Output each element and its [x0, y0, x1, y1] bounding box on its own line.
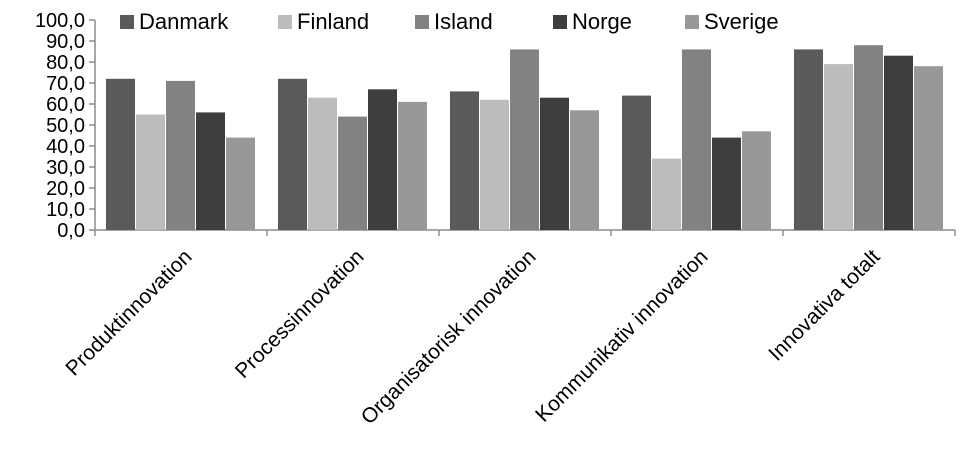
y-tick-label: 20,0	[46, 178, 85, 200]
y-tick-label: 70,0	[46, 73, 85, 95]
legend-swatch-norge	[553, 15, 567, 29]
x-axis: Produktinnovation ProcessinnovationOrgani…	[61, 229, 956, 429]
bar-island-2	[510, 49, 539, 231]
y-tick-label: 100,0	[35, 10, 85, 32]
bar-danmark-2	[450, 91, 479, 231]
bar-norge-3	[712, 137, 741, 230]
y-tick-label: 80,0	[46, 52, 85, 74]
bar-danmark-4	[794, 49, 823, 231]
legend: Danmark Finland Island Norge Sverige	[120, 9, 779, 34]
bar-norge-4	[884, 55, 913, 231]
legend-swatch-sverige	[685, 15, 699, 29]
bar-finland-3	[652, 158, 681, 230]
bar-island-0	[166, 80, 195, 231]
bar-norge-1	[368, 89, 397, 230]
bar-norge-0	[196, 112, 225, 230]
legend-label-island: Island	[434, 9, 493, 34]
category-label: Innovativa totalt	[764, 245, 884, 365]
bar-danmark-3	[622, 95, 651, 230]
legend-swatch-island	[415, 15, 429, 29]
bar-sverige-1	[398, 101, 427, 231]
category-label: Organisatorisk innovation	[357, 245, 541, 429]
bar-sverige-4	[914, 66, 943, 230]
bar-sverige-0	[226, 137, 255, 230]
category-label: Kommunikativ innovation	[531, 245, 712, 426]
category-label: Produktinnovation	[61, 245, 196, 380]
bar-island-3	[682, 49, 711, 231]
y-tick-label: 60,0	[46, 94, 85, 116]
bar-finland-1	[308, 97, 337, 230]
y-tick-label: 50,0	[46, 115, 85, 137]
legend-label-danmark: Danmark	[139, 9, 229, 34]
bar-sverige-3	[742, 131, 771, 230]
bar-finland-4	[824, 64, 853, 230]
legend-swatch-finland	[278, 15, 292, 29]
bar-finland-0	[136, 114, 165, 230]
bar-norge-2	[540, 97, 569, 230]
bar-island-4	[854, 45, 883, 231]
y-tick-label: 10,0	[46, 199, 85, 221]
y-tick-label: 90,0	[46, 31, 85, 53]
bar-island-1	[338, 116, 367, 230]
bar-sverige-2	[570, 110, 599, 230]
bar-danmark-0	[106, 78, 135, 230]
legend-swatch-danmark	[120, 15, 134, 29]
bar-danmark-1	[278, 78, 307, 230]
y-tick-label: 40,0	[46, 136, 85, 158]
legend-label-norge: Norge	[572, 9, 632, 34]
bars	[106, 45, 943, 231]
bar-finland-2	[480, 99, 509, 230]
y-tick-label: 0,0	[57, 220, 85, 242]
legend-label-sverige: Sverige	[704, 9, 779, 34]
legend-label-finland: Finland	[297, 9, 369, 34]
y-axis: 0,010,020,030,040,050,060,070,080,090,01…	[35, 10, 96, 242]
category-label: Processinnovation	[231, 245, 369, 383]
y-tick-label: 30,0	[46, 157, 85, 179]
